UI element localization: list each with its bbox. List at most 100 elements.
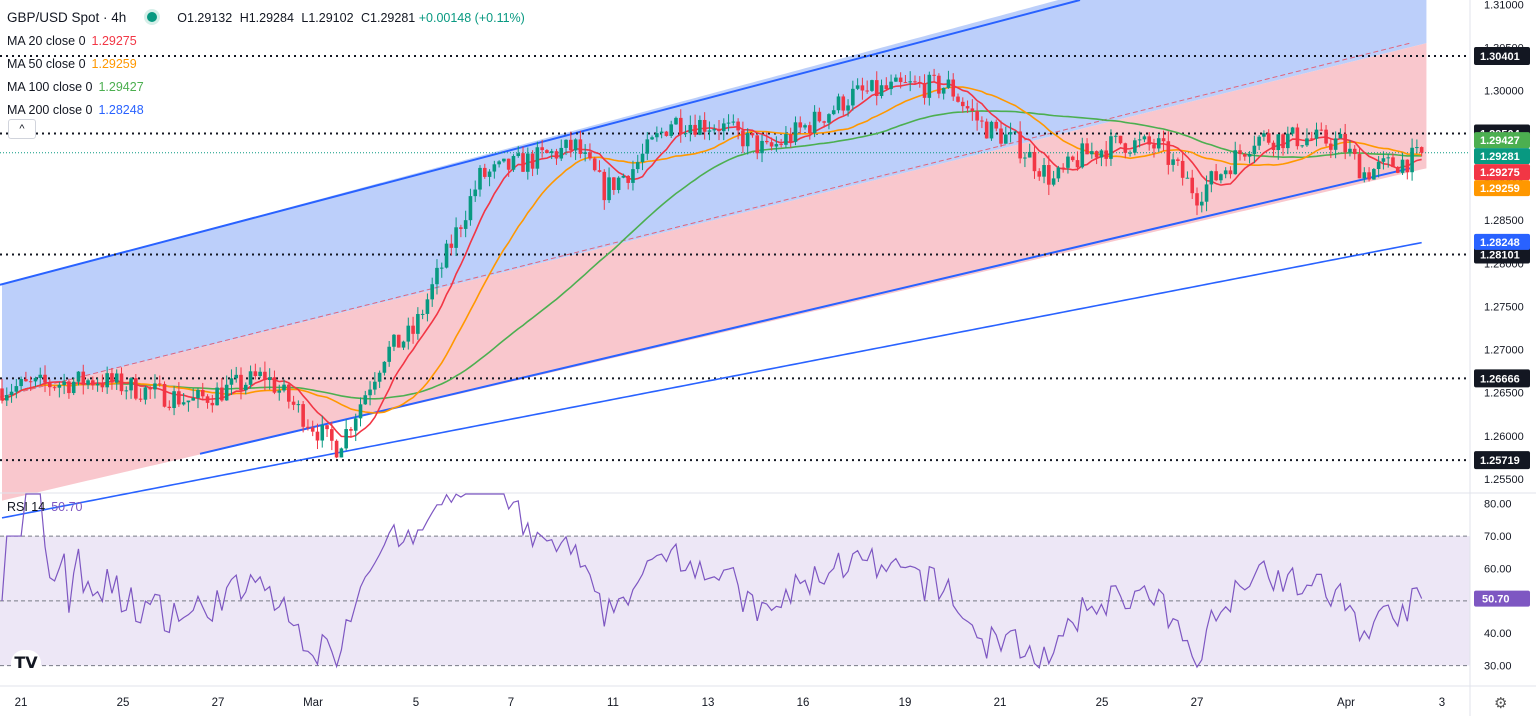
ma100-legend[interactable]: MA 100 close 0 1.29427 xyxy=(7,76,525,99)
candle-body xyxy=(497,161,501,165)
candle-body xyxy=(263,371,267,381)
candle-body xyxy=(62,381,66,385)
candle-body xyxy=(210,402,215,406)
symbol-title[interactable]: GBP/USD Spot · 4h xyxy=(7,10,127,25)
candle-body xyxy=(24,379,28,382)
ma20-legend[interactable]: MA 20 close 0 1.29275 xyxy=(7,30,525,53)
close-value: C1.29281 xyxy=(361,11,416,25)
ma50-legend[interactable]: MA 50 close 0 1.29259 xyxy=(7,53,525,76)
candle-body xyxy=(1004,134,1008,144)
candle xyxy=(779,138,783,148)
candle-body xyxy=(975,111,979,121)
candle xyxy=(19,376,23,390)
candle xyxy=(1051,170,1056,187)
chart-legend: GBP/USD Spot · 4h O1.29132 H1.29284 L1.2… xyxy=(7,6,525,122)
candle xyxy=(1319,122,1324,132)
candle-body xyxy=(315,431,320,441)
candle xyxy=(1133,137,1137,156)
candle-body xyxy=(1047,165,1051,185)
candle-body xyxy=(511,156,516,170)
candle-body xyxy=(779,144,783,146)
candle xyxy=(473,180,478,202)
candle-body xyxy=(549,151,554,154)
candle-body xyxy=(473,189,478,197)
candle xyxy=(965,100,970,113)
candle-body xyxy=(502,158,506,162)
candle xyxy=(301,401,305,433)
candle-body xyxy=(554,151,559,159)
candle xyxy=(669,120,673,138)
tradingview-logo-icon[interactable]: TV xyxy=(11,650,41,676)
candle xyxy=(1032,145,1037,179)
candle xyxy=(917,76,922,88)
candle xyxy=(272,370,277,395)
candle xyxy=(1042,158,1046,184)
candle xyxy=(334,439,339,459)
candle xyxy=(769,137,774,151)
candle xyxy=(592,156,597,172)
candle-body xyxy=(506,158,511,170)
candle-body xyxy=(377,372,382,382)
candle xyxy=(927,71,932,106)
ma-label: MA 200 close 0 xyxy=(7,103,93,117)
candle-body xyxy=(879,85,884,96)
candle xyxy=(134,374,138,401)
candle-body xyxy=(1080,143,1085,168)
price-badge-label: 1.29259 xyxy=(1480,183,1520,195)
candle-body xyxy=(344,429,348,449)
candle xyxy=(124,386,129,400)
rsi-legend[interactable]: RSI 14 50.70 xyxy=(7,500,83,514)
candle-body xyxy=(745,133,750,147)
candle xyxy=(1271,140,1276,157)
candle-body xyxy=(659,131,664,134)
candle xyxy=(655,126,659,142)
candle-body xyxy=(526,153,530,172)
candle xyxy=(846,99,850,117)
candle xyxy=(1352,145,1357,160)
candle-body xyxy=(1290,127,1295,134)
candle-body xyxy=(463,220,468,229)
candle-body xyxy=(134,378,138,399)
gear-icon[interactable]: ⚙ xyxy=(1494,695,1508,712)
candle xyxy=(1109,129,1113,166)
ma200-legend[interactable]: MA 200 close 0 1.28248 xyxy=(7,99,525,122)
candle xyxy=(344,419,348,451)
candle-body xyxy=(951,79,956,97)
candle xyxy=(114,369,119,390)
candle-body xyxy=(349,429,353,431)
candle xyxy=(129,377,133,399)
candle-body xyxy=(267,377,272,381)
candle-body xyxy=(86,380,90,385)
candle xyxy=(760,134,764,163)
candle xyxy=(980,116,984,129)
candle xyxy=(526,147,530,180)
candle-body xyxy=(1199,201,1204,206)
candle-body xyxy=(1185,177,1190,179)
candle-body xyxy=(583,152,587,154)
candle-body xyxy=(994,121,999,129)
candle-body xyxy=(1381,158,1386,162)
candle-body xyxy=(1113,135,1118,137)
candle-body xyxy=(1333,138,1338,150)
candle xyxy=(14,379,19,399)
candle xyxy=(1415,139,1419,154)
candle-body xyxy=(1195,193,1199,206)
candle xyxy=(1094,150,1099,165)
price-tick-label: 1.27000 xyxy=(1484,345,1524,357)
candle xyxy=(330,421,334,451)
candle xyxy=(196,388,200,409)
candle xyxy=(435,259,439,295)
candle-body xyxy=(760,140,764,154)
candle-body xyxy=(114,373,119,383)
candle-body xyxy=(157,383,162,385)
collapse-legend-button[interactable]: ^ xyxy=(8,119,36,139)
candle xyxy=(449,234,454,256)
candle-body xyxy=(14,386,19,392)
candle xyxy=(1214,163,1218,182)
candle-body xyxy=(1156,138,1161,149)
candle xyxy=(621,173,626,179)
candle-body xyxy=(1190,177,1195,194)
candle-body xyxy=(9,391,14,395)
candle xyxy=(908,71,912,92)
